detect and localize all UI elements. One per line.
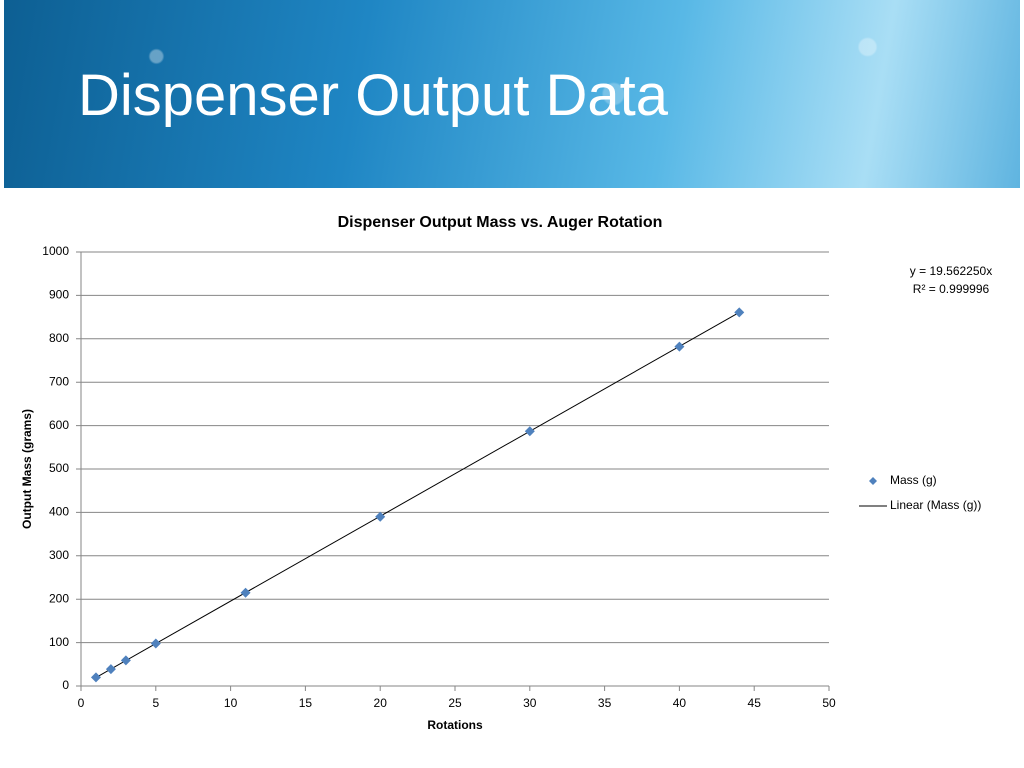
- y-axis-label: Output Mass (grams): [20, 409, 34, 529]
- y-tick-label: 800: [49, 331, 69, 345]
- x-tick-label: 30: [523, 696, 537, 710]
- y-tick-label: 100: [49, 635, 69, 649]
- x-tick-label: 0: [78, 696, 85, 710]
- y-tick-label: 900: [49, 288, 69, 302]
- slide-title: Dispenser Output Data: [78, 63, 668, 128]
- data-point: [150, 638, 161, 649]
- x-tick-label: 50: [822, 696, 836, 710]
- legend-label: Mass (g): [890, 473, 937, 487]
- data-point: [120, 655, 131, 666]
- y-tick-label: 1000: [42, 244, 69, 258]
- y-tick-label: 300: [49, 548, 69, 562]
- y-tick-label: 0: [62, 678, 69, 692]
- trend-equation: y = 19.562250x: [910, 264, 992, 278]
- trendline: [95, 312, 740, 678]
- x-tick-label: 5: [152, 696, 159, 710]
- legend-marker: [869, 477, 877, 485]
- data-point: [674, 341, 685, 352]
- x-tick-label: 25: [448, 696, 462, 710]
- data-point: [524, 426, 535, 437]
- data-point: [105, 664, 116, 675]
- legend-label: Linear (Mass (g)): [890, 498, 981, 512]
- y-tick-label: 500: [49, 461, 69, 475]
- data-point: [734, 307, 745, 318]
- y-tick-label: 600: [49, 418, 69, 432]
- x-tick-label: 15: [299, 696, 313, 710]
- y-tick-label: 700: [49, 374, 69, 388]
- y-tick-label: 200: [49, 591, 69, 605]
- data-point: [375, 511, 386, 522]
- x-axis-label: Rotations: [427, 718, 483, 732]
- header-banner: [4, 0, 1020, 188]
- data-point: [240, 587, 251, 598]
- x-tick-label: 45: [748, 696, 762, 710]
- chart-title: Dispenser Output Mass vs. Auger Rotation: [338, 214, 663, 231]
- x-tick-label: 35: [598, 696, 612, 710]
- x-tick-label: 40: [673, 696, 687, 710]
- x-tick-label: 10: [224, 696, 238, 710]
- trend-r-squared: R² = 0.999996: [913, 282, 990, 296]
- data-point: [90, 672, 101, 683]
- x-tick-label: 20: [374, 696, 388, 710]
- y-tick-label: 400: [49, 505, 69, 519]
